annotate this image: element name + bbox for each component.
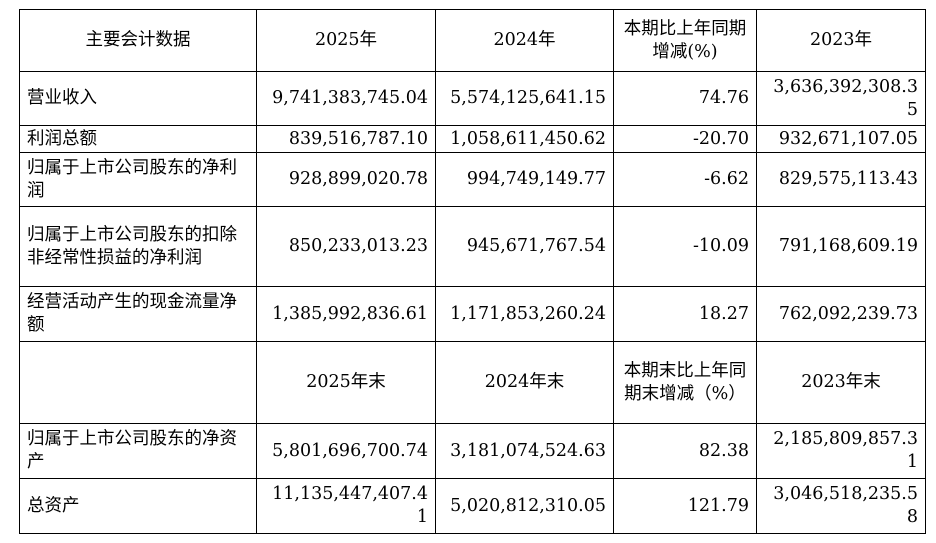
value-2024: 994,749,149.77 [435,152,614,207]
header-change-end: 本期末比上年同期末增减（%） [613,341,757,424]
header-2023-end: 2023年末 [756,341,926,424]
value-2024: 5,574,125,641.15 [435,71,614,126]
header-row: 主要会计数据 2025年 2024年 本期比上年同期增减(%) 2023年 [19,9,926,72]
header-item [19,341,257,424]
row-label: 利润总额 [19,125,257,153]
value-2023: 829,575,113.43 [756,152,926,207]
value-2024: 945,671,767.54 [435,206,614,287]
value-2024: 3,181,074,524.63 [435,423,614,479]
value-2025: 11,135,447,407.41 [256,478,436,534]
header-2025-end: 2025年末 [256,341,436,424]
row-label: 归属于上市公司股东的扣除非经常性损益的净利润 [19,206,257,287]
value-change: 74.76 [613,71,757,126]
value-2024: 1,171,853,260.24 [435,286,614,342]
row-label: 总资产 [19,478,257,534]
value-2023: 762,092,239.73 [756,286,926,342]
value-2025: 850,233,013.23 [256,206,436,287]
value-2025: 839,516,787.10 [256,125,436,153]
header-item: 主要会计数据 [19,9,257,72]
value-2023: 932,671,107.05 [756,125,926,153]
key-accounting-data-table: 主要会计数据 2025年 2024年 本期比上年同期增减(%) 2023年 营业… [19,9,926,534]
table-row: 营业收入 9,741,383,745.04 5,574,125,641.15 7… [19,71,926,126]
header-row-year-end: 2025年末 2024年末 本期末比上年同期末增减（%） 2023年末 [19,341,926,424]
value-change: 82.38 [613,423,757,479]
header-change: 本期比上年同期增减(%) [613,9,757,72]
header-2024-end: 2024年末 [435,341,614,424]
value-2023: 2,185,809,857.31 [756,423,926,479]
value-2025: 9,741,383,745.04 [256,71,436,126]
value-change: 121.79 [613,478,757,534]
table-row: 利润总额 839,516,787.10 1,058,611,450.62 -20… [19,125,926,153]
header-2025: 2025年 [256,9,436,72]
value-change: 18.27 [613,286,757,342]
table-row: 总资产 11,135,447,407.41 5,020,812,310.05 1… [19,478,926,534]
value-change: -20.70 [613,125,757,153]
table-row: 归属于上市公司股东的净利润 928,899,020.78 994,749,149… [19,152,926,207]
header-2024: 2024年 [435,9,614,72]
value-2023: 791,168,609.19 [756,206,926,287]
row-label: 归属于上市公司股东的净利润 [19,152,257,207]
table-row: 归属于上市公司股东的扣除非经常性损益的净利润 850,233,013.23 94… [19,206,926,287]
value-2025: 5,801,696,700.74 [256,423,436,479]
table-row: 归属于上市公司股东的净资产 5,801,696,700.74 3,181,074… [19,423,926,479]
row-label: 经营活动产生的现金流量净额 [19,286,257,342]
row-label: 营业收入 [19,71,257,126]
row-label: 归属于上市公司股东的净资产 [19,423,257,479]
value-change: -10.09 [613,206,757,287]
value-2024: 5,020,812,310.05 [435,478,614,534]
value-2025: 928,899,020.78 [256,152,436,207]
value-2023: 3,046,518,235.58 [756,478,926,534]
header-2023: 2023年 [756,9,926,72]
value-change: -6.62 [613,152,757,207]
table-row: 经营活动产生的现金流量净额 1,385,992,836.61 1,171,853… [19,286,926,342]
value-2025: 1,385,992,836.61 [256,286,436,342]
value-2024: 1,058,611,450.62 [435,125,614,153]
value-2023: 3,636,392,308.35 [756,71,926,126]
